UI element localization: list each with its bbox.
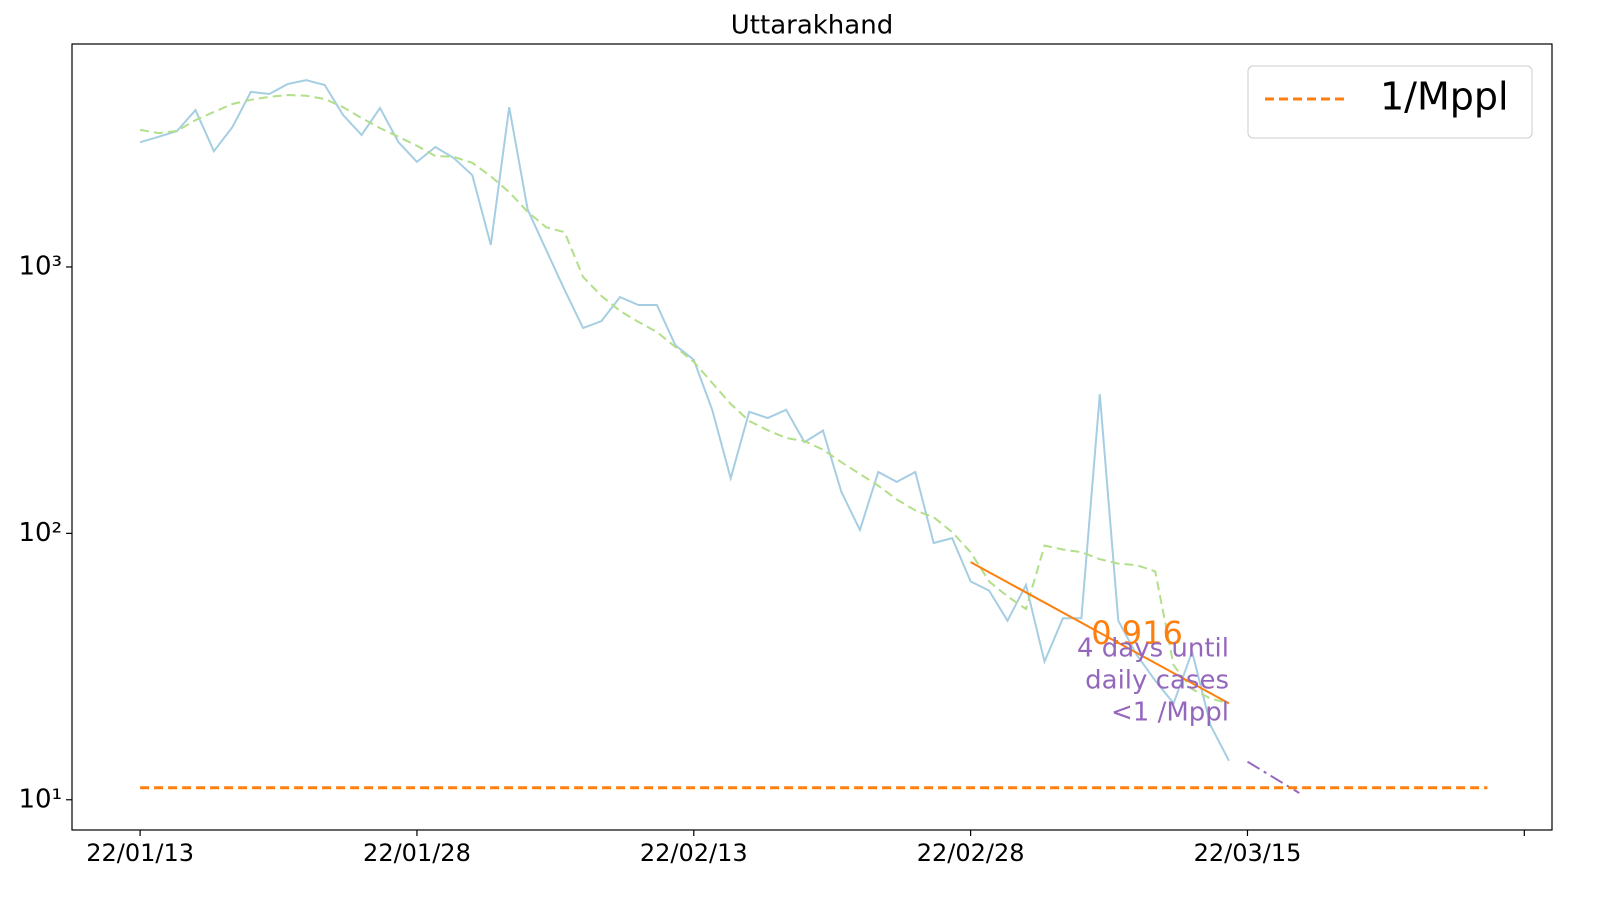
plot-frame — [71, 43, 1553, 831]
x-tick-label: 22/02/28 — [917, 839, 1025, 867]
chart-title: Uttarakhand — [731, 11, 893, 41]
x-tick-label: 22/03/15 — [1194, 839, 1302, 867]
projection-annotation: 4 days until — [1077, 634, 1229, 664]
x-tick-label: 22/02/13 — [640, 839, 748, 867]
series-line — [970, 561, 1230, 705]
x-tick-label: 22/01/28 — [363, 839, 471, 867]
legend-box — [1247, 65, 1533, 139]
projection-annotation: <1 /Mppl — [1111, 698, 1229, 728]
series-line — [1246, 760, 1300, 794]
series-line — [139, 79, 1230, 762]
y-tick-label: 10³ — [18, 251, 62, 281]
projection-annotation: daily cases — [1085, 666, 1229, 696]
x-tick-label: 22/01/13 — [86, 839, 194, 867]
y-tick-label: 10¹ — [18, 784, 62, 814]
legend-label: 1/Mppl — [1380, 75, 1509, 119]
series-line — [139, 93, 1230, 705]
fit-annotation: 0.916 — [1091, 614, 1183, 652]
y-tick-label: 10² — [18, 518, 62, 548]
